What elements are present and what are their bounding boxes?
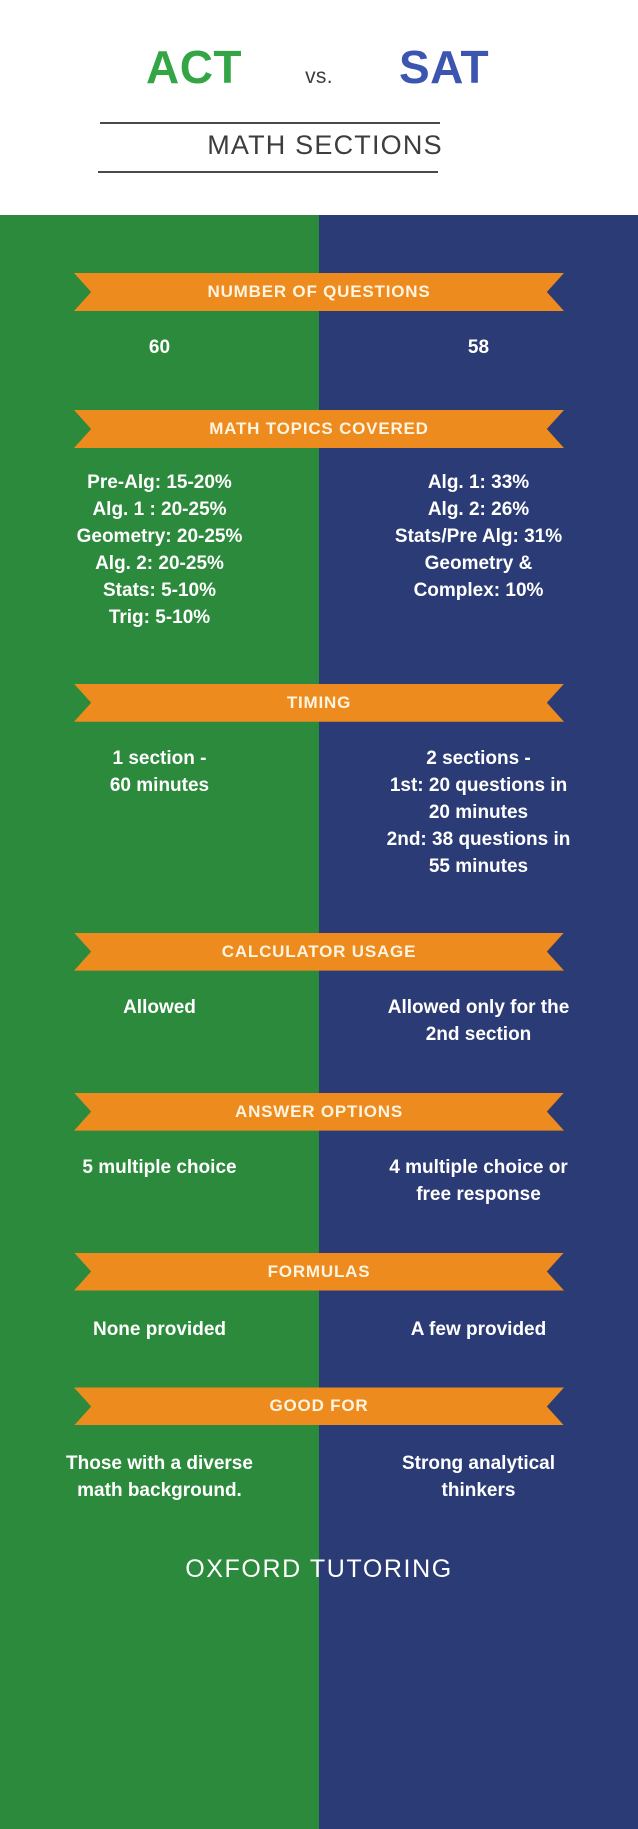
text-line: 2 sections - [426,747,531,769]
banner-label: NUMBER OF QUESTIONS [207,282,431,301]
section-content-timing: 1 section - 60 minutes 2 sections - 1st:… [0,746,638,881]
text-line: free response [416,1183,541,1205]
sat-value-good-for: Strong analytical thinkers [319,1451,638,1505]
text-line: Alg. 2: 20-25% [95,552,224,574]
sat-value-timing: 2 sections - 1st: 20 questions in 20 min… [319,746,638,881]
text-line: Allowed only for the [387,996,570,1018]
text-line: Trig: 5-10% [108,606,211,628]
text-line: Alg. 2: 26% [427,498,530,520]
section-banner-calculator-usage: CALCULATOR USAGE [74,932,564,971]
banner-label: TIMING [286,692,352,712]
section-content-calculator-usage: Allowed Allowed only for the 2nd section [0,995,638,1049]
act-value-answer-options: 5 multiple choice [0,1155,319,1209]
banner-label: MATH TOPICS COVERED [209,418,429,438]
header: ACT vs. SAT MATH SECTIONS [0,0,638,215]
section-content-formulas: None provided A few provided [0,1317,638,1344]
text-line: Complex: 10% [413,579,544,601]
sat-value-math-topics-covered: Alg. 1: 33% Alg. 2: 26% Stats/Pre Alg: 3… [319,470,638,632]
text-line: 20 minutes [428,801,529,823]
section-content-math-topics-covered: Pre-Alg: 15-20% Alg. 1 : 20-25% Geometry… [0,470,638,632]
sat-title: SAT [398,41,490,93]
comparison-body: NUMBER OF QUESTIONS 60 58 MATH TOPICS CO… [0,215,638,1829]
brand-footer: OXFORD TUTORING [185,1555,453,1584]
section-banner-number-of-questions: NUMBER OF QUESTIONS [74,273,564,311]
versus-label: vs. [305,65,333,88]
title-row: ACT vs. SAT [0,40,638,94]
banner-label: ANSWER OPTIONS [235,1101,403,1121]
sat-value-calculator-usage: Allowed only for the 2nd section [319,995,638,1049]
text-line: 1 section - [112,747,207,769]
banner-label: CALCULATOR USAGE [221,941,417,961]
text-line: 60 [148,337,171,358]
text-line: Those with a diverse [66,1453,253,1475]
text-line: Alg. 1 : 20-25% [92,498,227,520]
section-banner-formulas: FORMULAS [74,1252,564,1291]
text-line: thinkers [441,1480,516,1502]
comparison-rows: NUMBER OF QUESTIONS 60 58 MATH TOPICS CO… [0,215,638,1584]
text-line: A few provided [410,1318,547,1340]
sat-column-background [319,215,638,1829]
section-banner-math-topics-covered: MATH TOPICS COVERED [74,409,564,448]
text-line: 58 [467,337,490,358]
split-background [0,215,638,1829]
sat-value-formulas: A few provided [319,1317,638,1344]
act-value-math-topics-covered: Pre-Alg: 15-20% Alg. 1 : 20-25% Geometry… [0,470,319,632]
text-line: Pre-Alg: 15-20% [87,471,232,493]
text-line: 60 minutes [109,774,210,796]
section-content-answer-options: 5 multiple choice 4 multiple choice or f… [0,1155,638,1209]
text-line: 2nd section [425,1023,532,1045]
text-line: Geometry & [424,552,533,574]
text-line: 4 multiple choice or [389,1156,568,1178]
text-line: Geometry: 20-25% [76,525,243,547]
act-value-formulas: None provided [0,1317,319,1344]
act-value-calculator-usage: Allowed [0,995,319,1049]
act-value-timing: 1 section - 60 minutes [0,746,319,881]
text-line: 5 multiple choice [82,1156,237,1178]
act-title: ACT [145,41,243,93]
act-column-background [0,215,319,1829]
text-line: Stats/Pre Alg: 31% [394,525,563,547]
text-line: Stats: 5-10% [103,579,216,601]
banner-label: FORMULAS [267,1261,371,1281]
section-banner-timing: TIMING [74,683,564,722]
divider-top [100,122,440,124]
text-line: 55 minutes [428,855,529,877]
act-value-number-of-questions: 60 [0,335,319,362]
text-line: Allowed [123,996,196,1018]
text-line: None provided [92,1318,226,1340]
act-value-good-for: Those with a diverse math background. [0,1451,319,1505]
page-subtitle: MATH SECTIONS [207,130,443,160]
section-banner-answer-options: ANSWER OPTIONS [74,1092,564,1131]
text-line: Strong analytical [401,1453,556,1475]
divider-bottom [98,171,438,173]
section-banner-good-for: GOOD FOR [74,1387,564,1426]
banner-label: GOOD FOR [269,1396,369,1416]
sat-value-number-of-questions: 58 [319,335,638,362]
text-line: 1st: 20 questions in [389,774,568,796]
text-line: Alg. 1: 33% [427,471,530,493]
text-line: 2nd: 38 questions in [386,828,571,850]
text-line: math background. [77,1480,242,1502]
sat-value-answer-options: 4 multiple choice or free response [319,1155,638,1209]
section-content-good-for: Those with a diverse math background. St… [0,1451,638,1505]
section-content-number-of-questions: 60 58 [0,335,638,362]
